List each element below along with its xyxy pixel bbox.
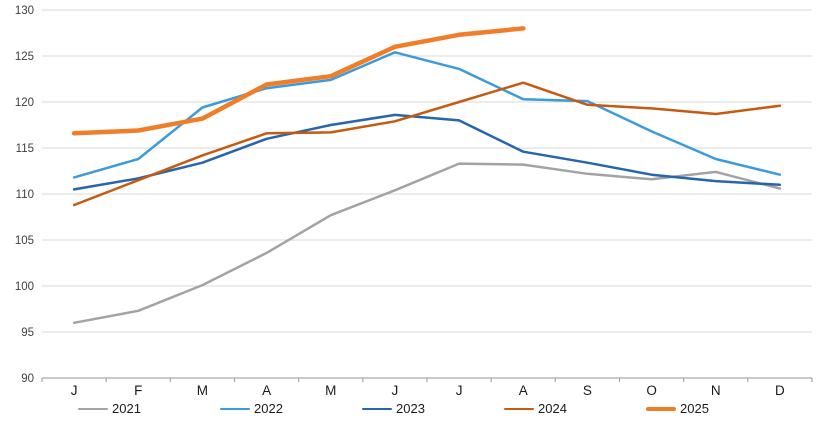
x-axis-tick-label: A bbox=[519, 383, 528, 396]
series-line-2025 bbox=[71, 26, 526, 136]
legend-label: 2023 bbox=[396, 401, 425, 416]
chart-legend: 2021 2022 2023 2024 2025 bbox=[78, 398, 788, 420]
series-line-2023 bbox=[72, 113, 782, 191]
legend-line-sample bbox=[220, 407, 250, 411]
x-axis-tick-label: J bbox=[456, 383, 463, 396]
legend-line-sample bbox=[646, 406, 676, 412]
y-axis-tick-label: 120 bbox=[15, 97, 34, 109]
x-axis-tick-label: M bbox=[197, 383, 208, 396]
legend-item-2021: 2021 bbox=[78, 401, 220, 417]
x-axis-tick-label: S bbox=[583, 383, 592, 396]
legend-label: 2021 bbox=[112, 401, 141, 416]
legend-item-2022: 2022 bbox=[220, 401, 362, 417]
x-axis-tick-label: A bbox=[262, 383, 271, 396]
x-axis-tick-label: F bbox=[134, 383, 142, 396]
y-axis-tick-label: 105 bbox=[15, 235, 34, 247]
x-axis-tick-label: O bbox=[646, 383, 657, 396]
x-axis-tick-label: J bbox=[392, 383, 399, 396]
legend-line-sample bbox=[78, 407, 108, 411]
x-axis-tick-label: M bbox=[325, 383, 336, 396]
series-line-2021 bbox=[72, 162, 782, 325]
legend-label: 2025 bbox=[680, 401, 709, 416]
legend-line-sample bbox=[362, 407, 392, 411]
y-axis-tick-label: 100 bbox=[15, 281, 34, 293]
x-axis-tick-label: D bbox=[775, 383, 785, 396]
y-axis-tick-label: 110 bbox=[16, 189, 34, 201]
legend-label: 2022 bbox=[254, 401, 283, 416]
y-axis-tick-label: 95 bbox=[21, 327, 34, 339]
legend-item-2024: 2024 bbox=[504, 401, 646, 417]
legend-line-sample bbox=[504, 407, 534, 411]
plot-area: 90 95 100 105 110 115 120 125 130 J F M A M J J A S O N D bbox=[15, 5, 813, 396]
series-line-2024 bbox=[72, 81, 782, 207]
x-axis-tick-label: N bbox=[711, 383, 721, 396]
x-axis-tick-label: J bbox=[71, 383, 78, 396]
y-axis-tick-label: 90 bbox=[21, 373, 34, 385]
y-axis-tick-label: 130 bbox=[15, 5, 34, 17]
legend-label: 2024 bbox=[538, 401, 567, 416]
legend-item-2023: 2023 bbox=[362, 401, 504, 417]
legend-item-2025: 2025 bbox=[646, 401, 788, 417]
series-line-2022 bbox=[72, 51, 782, 179]
y-axis-tick-label: 115 bbox=[16, 143, 34, 155]
y-axis-tick-label: 125 bbox=[15, 51, 34, 63]
